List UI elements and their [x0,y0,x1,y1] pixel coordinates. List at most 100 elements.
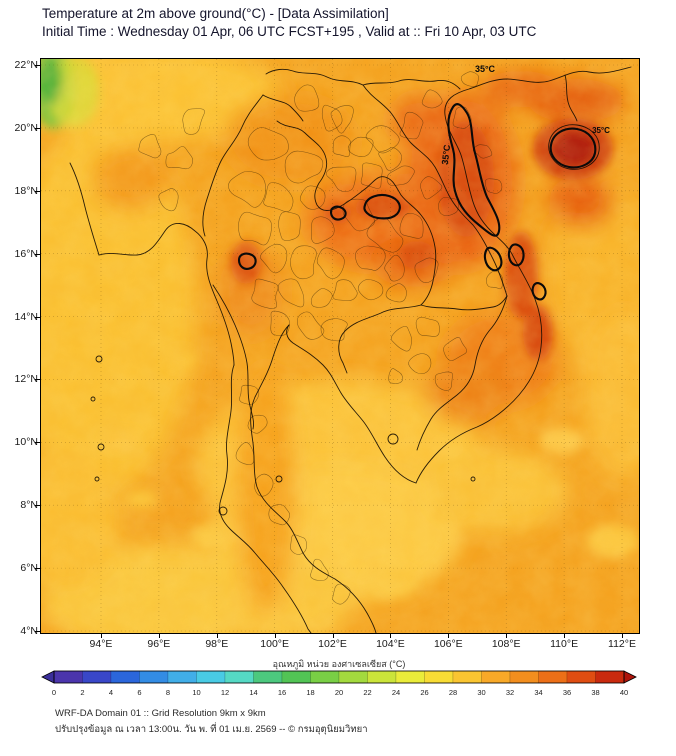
province-boundary [254,473,274,497]
province-boundary [443,337,467,361]
province-boundary [366,217,404,253]
province-boundary [238,211,272,246]
province-boundary [263,182,294,212]
island [97,443,105,451]
province-boundary [278,211,301,241]
border-tenasserim [212,284,254,430]
province-boundary [320,318,348,342]
province-boundary [399,111,424,140]
province-boundary [360,162,383,189]
province-boundary [434,371,453,391]
province-boundary [228,171,266,208]
page-title: Temperature at 2m above ground(°C) - [Da… [42,6,389,21]
colorbar-tick-label: 6 [137,688,142,697]
lon-tick-label: 110°E [550,638,579,650]
lat-tick-label: 16°N [14,247,38,260]
colorbar-tick-label: 12 [220,688,230,697]
colorbar-tick-label: 30 [477,688,486,697]
lat-tick-mark [35,442,40,444]
colorbar-tick-label: 16 [277,688,287,697]
lat-tick-label: 6°N [20,562,38,575]
lon-tick-mark [622,634,623,638]
lon-tick-label: 104°E [376,638,405,650]
contour-35c [237,103,597,301]
field-mottle-dark [41,59,639,633]
lon-tick-mark [506,634,508,638]
province-boundary [290,534,307,555]
province-boundary [311,216,335,244]
province-boundary [277,278,305,308]
province-boundary [247,127,289,161]
province-boundary [235,442,255,465]
border-cambodia-vietnam [416,295,508,451]
island [470,476,476,482]
province-boundary [332,583,351,605]
colorbar-tick-label: 8 [165,688,171,697]
lat-tick-label: 20°N [14,121,38,134]
lon-tick-label: 96°E [147,638,171,650]
province-boundary [239,384,260,405]
border-laos-vietnam [362,84,508,297]
province-boundary [384,254,405,282]
colorbar-tick-label: 38 [591,688,600,697]
colorbar-tick-label: 10 [192,688,201,697]
province-boundary [247,414,268,434]
province-boundary [310,288,333,308]
contour-labels: 35°C 35°C 35°C [440,64,610,165]
colorbar [41,670,637,684]
border-laos-cambodia [420,295,508,311]
island [94,476,100,482]
lon-tick-mark [101,634,102,638]
lon-tick-label: 94°E [89,638,113,650]
lat-tick-label: 10°N [14,436,38,449]
province-boundary [357,279,384,301]
border-myanmar-thailand [202,94,264,237]
border-myanmar-laos [262,94,304,122]
lat-tick-mark [35,65,40,66]
province-boundary [399,213,424,239]
province-boundary [316,247,345,279]
province-boundary [332,279,358,301]
country-borders [69,66,632,633]
colorbar-tick-label: 14 [249,688,258,697]
lat-tick-label: 22°N [14,59,38,71]
province-boundary [452,106,472,129]
lat-tick-mark [35,379,40,381]
colorbar-tick-label: 24 [391,688,401,697]
lon-tick-label: 102°E [318,638,347,650]
colorbar-tick-label: 34 [534,688,543,697]
lon-tick-label: 108°E [491,638,521,650]
lat-tick-label: 14°N [14,310,38,323]
province-boundary [251,278,279,309]
lon-tick-mark [448,634,450,638]
province-boundary [294,84,320,112]
province-boundary [408,353,432,374]
province-boundary [460,71,480,87]
coast-gulf-west-peninsula-east [250,324,377,633]
coast-peninsula-west [219,364,312,633]
lon-tick-mark [274,634,276,638]
contour-label-top: 35°C [475,64,496,74]
province-boundary [386,165,415,186]
lat-tick-mark [35,253,40,255]
contour-label-hainan: 35°C [592,126,610,135]
province-boundary [310,558,329,581]
colorbar-tick-label: 32 [505,688,515,697]
province-boundary [270,310,290,336]
coast-mekong-delta-gulf [286,324,417,484]
island [95,355,103,363]
province-boundary [321,104,343,132]
colorbar-tick-label: 36 [562,688,572,697]
province-boundary [165,146,193,170]
border-thailand-cambodia [338,304,422,374]
island [90,396,96,402]
province-boundary [326,166,357,192]
colorbar-tick-label: 40 [619,688,629,697]
province-boundary [355,245,386,271]
province-boundary [486,270,503,290]
island [275,475,283,483]
lon-tick-mark [564,634,566,638]
lat-tick-mark [35,631,40,632]
colorbar-tick-label: 20 [334,688,344,697]
